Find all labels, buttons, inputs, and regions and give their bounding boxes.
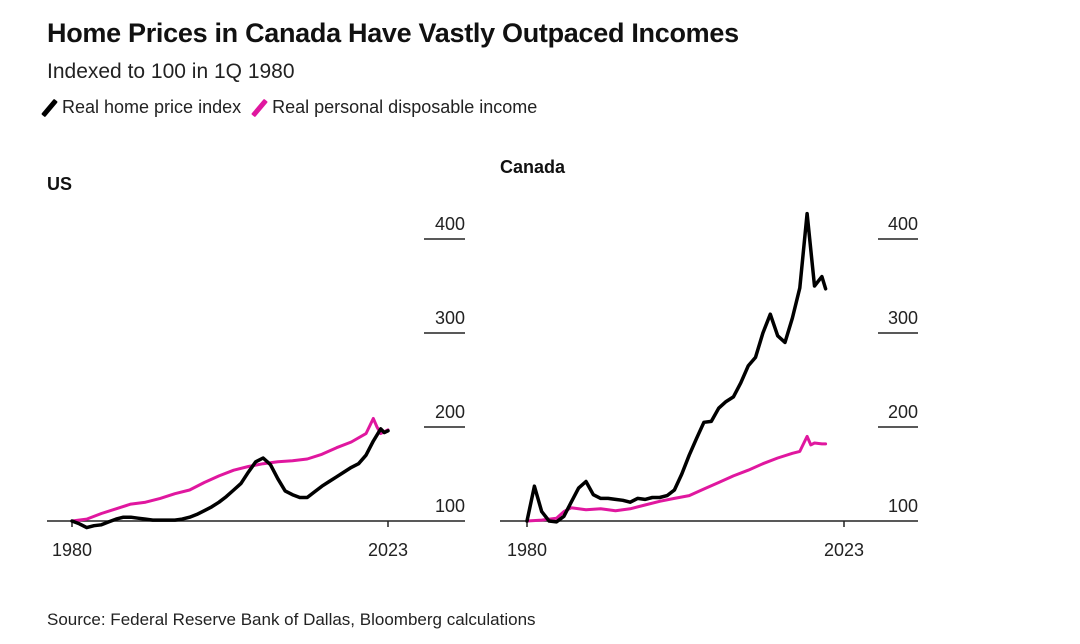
x-tick-label-us-0: 1980 — [52, 540, 92, 560]
panel-canada: Canada 100 200 300 400 1980 2023 — [500, 157, 918, 560]
y-tick-label-canada-300: 300 — [888, 308, 918, 328]
series-line-canada-home-price — [525, 211, 828, 524]
chart-title: Home Prices in Canada Have Vastly Outpac… — [47, 18, 739, 48]
series-line-us-income — [70, 417, 390, 523]
y-tick-label-canada-100: 100 — [888, 496, 918, 516]
legend-item-home-price: Real home price index — [41, 97, 242, 118]
x-tick-label-canada-1: 2023 — [824, 540, 864, 560]
panel-title-us: US — [47, 174, 72, 194]
x-tick-label-canada-0: 1980 — [507, 540, 547, 560]
y-tick-label-us-200: 200 — [435, 402, 465, 422]
series-line-us-home-price — [70, 427, 390, 530]
legend-item-income: Real personal disposable income — [251, 97, 538, 118]
legend: Real home price index Real personal disp… — [41, 97, 553, 118]
chart-subtitle: Indexed to 100 in 1Q 1980 — [47, 60, 295, 83]
series-line-canada-income — [525, 434, 828, 523]
legend-label-home-price: Real home price index — [62, 97, 242, 117]
x-tick-label-us-1: 2023 — [368, 540, 408, 560]
y-tick-label-canada-200: 200 — [888, 402, 918, 422]
y-tick-label-us-400: 400 — [435, 214, 465, 234]
panel-title-canada: Canada — [500, 157, 566, 177]
legend-label-income: Real personal disposable income — [272, 97, 538, 117]
panel-us: US 100 200 300 400 1980 2023 — [47, 174, 465, 560]
y-tick-label-canada-400: 400 — [888, 214, 918, 234]
source-note: Source: Federal Reserve Bank of Dallas, … — [47, 610, 536, 629]
y-tick-label-us-100: 100 — [435, 496, 465, 516]
y-tick-label-us-300: 300 — [435, 308, 465, 328]
